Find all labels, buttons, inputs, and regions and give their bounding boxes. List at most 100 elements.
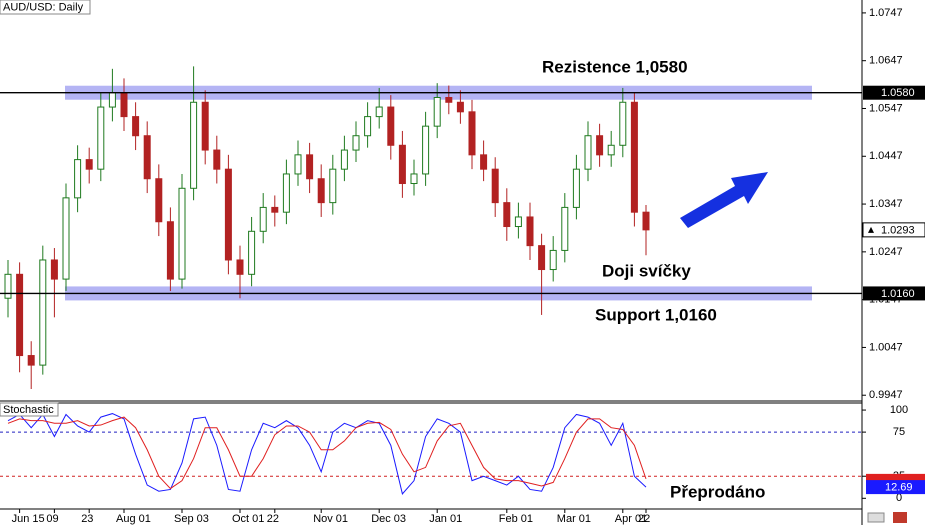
candle-body: [619, 101, 627, 146]
candle-body: [352, 135, 360, 151]
x-tick-label: Apr 01: [615, 513, 647, 525]
candle-body: [456, 101, 464, 113]
y-tick-label: 1.0647: [869, 55, 903, 67]
candle-body: [259, 206, 267, 232]
x-tick-label: Mar 01: [557, 513, 591, 525]
level-label-box: [863, 286, 925, 301]
candle-body: [526, 216, 534, 247]
candle-body: [340, 149, 348, 170]
candle-body: [584, 135, 592, 170]
candle-body: [4, 273, 12, 299]
x-tick-label: Dec 03: [371, 513, 406, 525]
candle-body: [74, 159, 82, 199]
candle-body: [178, 187, 186, 280]
y-tick-label: 1.0447: [869, 150, 903, 162]
candle-body: [538, 245, 546, 271]
candle-body: [132, 116, 140, 137]
x-tick-label: Sep 03: [174, 513, 209, 525]
x-tick-label: Aug 01: [116, 513, 151, 525]
panel-title: Stochastic: [3, 404, 54, 416]
candle-body: [433, 96, 441, 127]
candle-body: [607, 144, 615, 156]
candle-body: [549, 249, 557, 271]
x-tick-label: Feb 01: [499, 513, 533, 525]
y-tick-label: 1.0747: [869, 7, 903, 19]
candle-body: [630, 101, 638, 213]
y-tick-label: 0: [896, 492, 902, 504]
title-box: [0, 402, 59, 417]
candle-body: [120, 92, 128, 118]
candle-body: [27, 355, 35, 366]
candle-body: [39, 259, 47, 366]
last-price-label: 1.0293: [881, 224, 915, 236]
candle-body: [329, 168, 337, 204]
scroll-icon[interactable]: [867, 512, 885, 523]
level-label: 1.0580: [881, 87, 915, 99]
candle-body: [445, 96, 453, 103]
level-label-box: [863, 85, 925, 100]
y-tick-label: 0.9947: [869, 389, 903, 401]
candle-body: [16, 273, 24, 357]
annotation: Doji svíčky: [602, 261, 691, 280]
stochastic-line: [7, 416, 647, 490]
last-price-box: [862, 222, 925, 238]
candle-body: [375, 106, 383, 118]
last-value-label: 12.69: [885, 482, 913, 494]
annotation: Přeprodáno: [670, 482, 765, 501]
level-label: 1.0160: [881, 288, 915, 300]
candle-body: [213, 149, 221, 170]
candle-body: [201, 101, 209, 151]
candle-body: [108, 92, 116, 108]
title-box: [0, 0, 91, 15]
candle-body: [317, 178, 325, 204]
y-tick-label: 1.0247: [869, 246, 903, 258]
x-tick-label: Jun 15: [12, 513, 45, 525]
y-tick-label: 100: [890, 404, 908, 416]
annotation: Rezistence 1,0580: [542, 57, 688, 76]
candle-body: [294, 154, 302, 175]
candle-body: [97, 106, 105, 170]
candle-body: [364, 116, 372, 137]
annotation: Support 1,0160: [595, 305, 717, 324]
candle-body: [248, 230, 256, 275]
candle-body: [491, 168, 499, 204]
candle-body: [572, 168, 580, 208]
arrow: [680, 172, 768, 228]
candle-body: [166, 221, 174, 280]
x-tick-label: Jan 01: [429, 513, 462, 525]
y-tick-label: 1.0547: [869, 102, 903, 114]
candle-body: [596, 135, 604, 156]
y-tick-label: 1.0047: [869, 341, 903, 353]
candle-body: [642, 211, 650, 231]
candle-body: [422, 125, 430, 175]
candle-body: [503, 202, 511, 228]
x-tick-label: 09: [46, 513, 58, 525]
y-tick-label: 1.0347: [869, 198, 903, 210]
candle-body: [387, 106, 395, 146]
candle-body: [85, 159, 93, 170]
last-value-box: [866, 473, 925, 483]
candle-body: [561, 206, 569, 251]
x-tick-label: 23: [81, 513, 93, 525]
candle-body: [282, 173, 290, 213]
shift-icon[interactable]: [893, 512, 907, 523]
candle-body: [398, 144, 406, 185]
x-tick-label: Oct 01: [232, 513, 264, 525]
candle-body: [155, 178, 163, 223]
x-tick-label: 22: [638, 513, 650, 525]
y-tick-label: 75: [893, 426, 905, 438]
x-tick-label: Nov 01: [313, 513, 348, 525]
candle-body: [306, 154, 314, 180]
last-value-box: [866, 480, 925, 495]
x-tick-label: 22: [267, 513, 279, 525]
candle-body: [514, 216, 522, 228]
stochastic-line: [7, 413, 647, 495]
candle-body: [50, 259, 58, 280]
candle-body: [468, 111, 476, 156]
candle-body: [271, 206, 279, 213]
candle-body: [480, 154, 488, 170]
candle-body: [143, 135, 151, 180]
